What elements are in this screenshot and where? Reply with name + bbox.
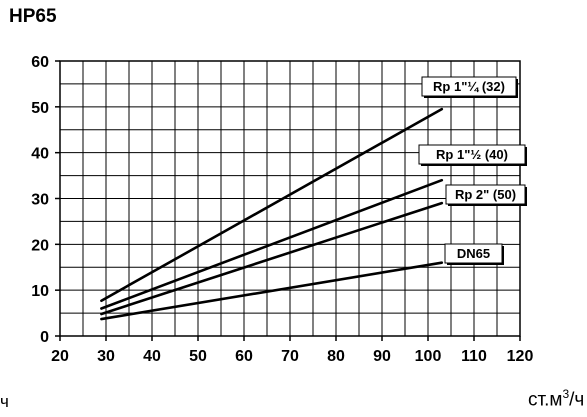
- y-tick-label: 0: [40, 329, 49, 346]
- series-label: Rp 1"¼ (32): [433, 79, 505, 94]
- x-tick-label: 70: [281, 348, 299, 365]
- x-tick-label: 120: [507, 348, 534, 365]
- y-tick-label: 50: [31, 100, 49, 117]
- x-tick-label: 40: [143, 348, 161, 365]
- y-tick-label: 60: [31, 54, 49, 71]
- x-tick-label: 20: [51, 348, 69, 365]
- left-unit-fragment: ч: [0, 392, 9, 411]
- y-tick-label: 30: [31, 192, 49, 209]
- series-label-box: [418, 144, 526, 165]
- series-label-box: [444, 243, 503, 264]
- x-axis-label: ст.м3/ч: [528, 387, 584, 411]
- series-label: Rp 1"½ (40): [436, 147, 508, 162]
- x-tick-label: 60: [235, 348, 253, 365]
- series-line: [100, 261, 444, 321]
- x-tick-label: 110: [461, 348, 487, 365]
- series-lines: [100, 107, 444, 321]
- y-tick-label: 40: [31, 146, 49, 163]
- series-label-box: [421, 76, 517, 97]
- x-axis-label-base: ст.м: [528, 389, 563, 411]
- x-tick-label: 100: [415, 348, 442, 365]
- series-label: Rp 2" (50): [455, 187, 516, 202]
- series-line: [100, 201, 444, 316]
- series-label: DN65: [457, 246, 490, 261]
- y-axis-ticks: 0 10 20 30 40 50 60: [31, 54, 60, 346]
- chart-title: HP65: [9, 6, 57, 27]
- x-tick-label: 90: [373, 348, 391, 365]
- x-tick-label: 30: [97, 348, 115, 365]
- series-line: [100, 107, 444, 303]
- series-labels: Rp 1"¼ (32) Rp 1"½ (40) Rp 2" (50) DN65: [418, 76, 527, 265]
- x-tick-label: 50: [189, 348, 207, 365]
- series-label-box: [445, 184, 526, 205]
- y-tick-label: 20: [31, 237, 49, 254]
- series-line: [100, 178, 444, 310]
- x-axis-label-tail: /ч: [569, 389, 585, 411]
- grid: [60, 61, 520, 336]
- x-tick-label: 80: [327, 348, 345, 365]
- y-tick-label: 10: [31, 283, 49, 300]
- x-axis-label-sup: 3: [562, 387, 570, 401]
- x-axis-ticks: 20 30 40 50 60 70 80 90 100 110 120: [51, 336, 533, 365]
